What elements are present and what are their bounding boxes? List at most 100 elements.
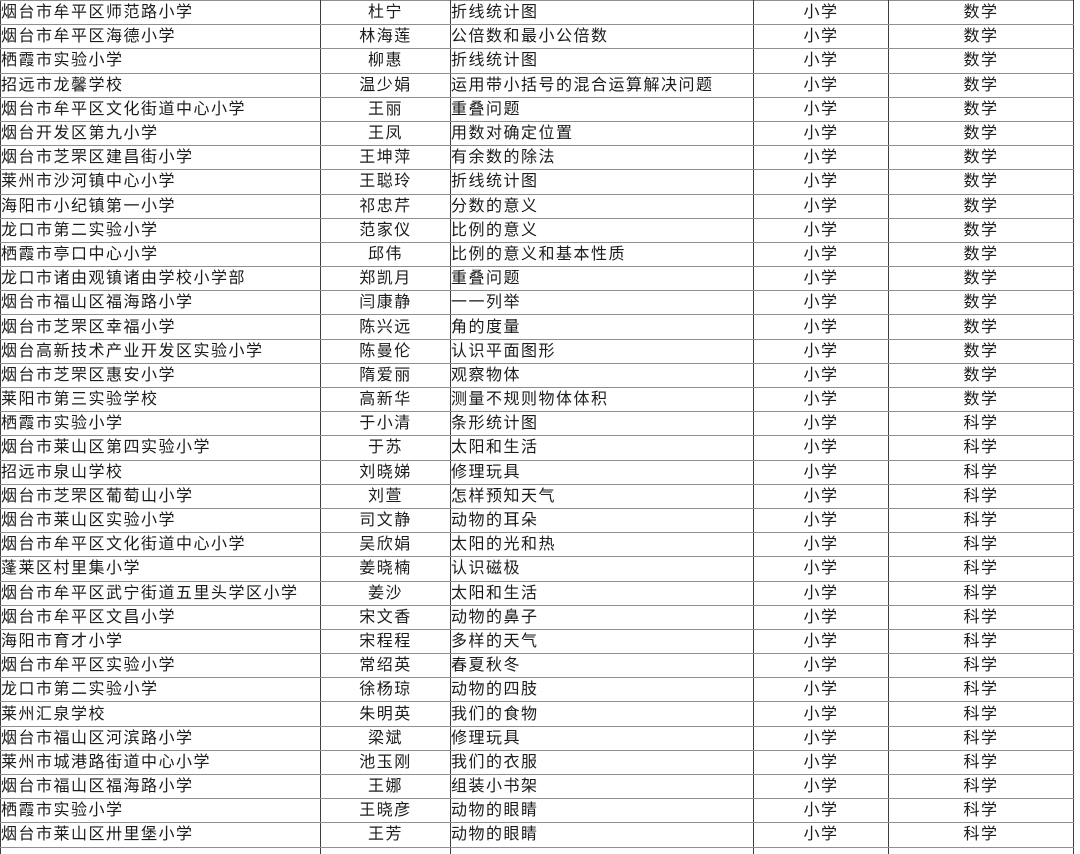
cell-school-name: 烟台市芝罘区惠安小学 [0,363,321,389]
cell-school-level: 小学 [753,581,889,606]
cell-teacher-name: 徐杨琼 [320,677,451,703]
cell-lesson-topic: 动物的眼睛 [450,822,754,848]
cell-lesson-topic: 春夏秋冬 [450,653,754,679]
cell-subject [888,847,1074,854]
table-row: 招远市泉山学校 刘晓娣 修理玩具 小学 科学 [0,460,1074,485]
cell-lesson-topic: 修理玩具 [450,726,754,751]
cell-teacher-name: 常绍英 [320,653,451,679]
cell-subject: 科学 [888,750,1074,776]
cell-subject: 科学 [888,460,1074,485]
cell-teacher-name: 司文静 [320,508,451,534]
cell-subject: 数学 [888,194,1074,219]
cell-lesson-topic: 太阳的光和热 [450,532,754,558]
table-row: 烟台市莱山区卅里堡小学 王芳 动物的眼睛 小学 科学 [0,822,1074,848]
cell-subject: 科学 [888,629,1074,655]
table-row-partial [0,847,1074,854]
cell-subject: 数学 [888,218,1074,243]
table-row: 烟台市福山区福海路小学 闫康静 一一列举 小学 数学 [0,290,1074,316]
cell-teacher-name: 于苏 [320,435,451,461]
cell-teacher-name: 杜宁 [320,0,451,26]
cell-school-level: 小学 [753,629,889,655]
cell-teacher-name: 陈曼伦 [320,339,451,364]
cell-school-level: 小学 [753,73,889,98]
cell-school-name: 烟台市芝罘区幸福小学 [0,314,321,340]
cell-school-level: 小学 [753,145,889,171]
cell-school-name: 烟台市牟平区文化街道中心小学 [0,532,321,558]
cell-school-level: 小学 [753,411,889,437]
cell-school-level: 小学 [753,121,889,147]
cell-subject: 数学 [888,242,1074,268]
cell-teacher-name: 邱伟 [320,242,451,268]
cell-school-name: 莱州市城港路街道中心小学 [0,750,321,776]
table-row: 烟台市芝罘区惠安小学 隋爱丽 观察物体 小学 数学 [0,363,1074,389]
cell-lesson-topic: 我们的衣服 [450,750,754,776]
cell-lesson-topic: 认识磁极 [450,556,754,582]
cell-lesson-topic: 我们的食物 [450,701,754,727]
cell-school-name: 烟台市芝罘区建昌街小学 [0,145,321,171]
cell-lesson-topic [450,847,754,854]
cell-school-name: 烟台市芝罘区葡萄山小学 [0,484,321,509]
cell-school-name: 烟台市牟平区文昌小学 [0,605,321,630]
cell-subject: 科学 [888,508,1074,534]
cell-teacher-name: 王丽 [320,97,451,122]
cell-school-level: 小学 [753,363,889,389]
cell-school-level: 小学 [753,194,889,219]
cell-subject: 科学 [888,411,1074,437]
cell-school-name: 烟台市福山区福海路小学 [0,774,321,800]
table-row: 烟台市牟平区海德小学 林海莲 公倍数和最小公倍数 小学 数学 [0,24,1074,50]
table-row: 烟台市福山区福海路小学 王娜 组装小书架 小学 科学 [0,774,1074,800]
cell-teacher-name: 刘萱 [320,484,451,509]
cell-teacher-name: 柳惠 [320,48,451,74]
table-row: 烟台市牟平区师范路小学 杜宁 折线统计图 小学 数学 [0,0,1074,26]
cell-school-name [0,847,321,854]
cell-lesson-topic: 条形统计图 [450,411,754,437]
cell-school-name: 烟台市福山区福海路小学 [0,290,321,316]
cell-school-level: 小学 [753,653,889,679]
cell-subject: 数学 [888,387,1074,413]
cell-school-level: 小学 [753,24,889,50]
cell-school-level: 小学 [753,750,889,776]
cell-school-name: 烟台开发区第九小学 [0,121,321,147]
cell-school-name: 龙口市第二实验小学 [0,218,321,243]
cell-teacher-name: 林海莲 [320,24,451,50]
table-row: 莱州市沙河镇中心小学 王聪玲 折线统计图 小学 数学 [0,169,1074,195]
cell-school-name: 烟台市莱山区实验小学 [0,508,321,534]
cell-teacher-name: 陈兴远 [320,314,451,340]
cell-lesson-topic: 太阳和生活 [450,435,754,461]
cell-subject: 科学 [888,726,1074,751]
cell-lesson-topic: 认识平面图形 [450,339,754,364]
cell-subject: 科学 [888,822,1074,848]
table-row: 栖霞市实验小学 于小清 条形统计图 小学 科学 [0,411,1074,437]
cell-school-name: 莱阳市第三实验学校 [0,387,321,413]
cell-teacher-name: 高新华 [320,387,451,413]
cell-subject: 数学 [888,97,1074,122]
cell-subject: 科学 [888,798,1074,824]
cell-subject: 科学 [888,701,1074,727]
cell-lesson-topic: 重叠问题 [450,266,754,292]
cell-school-level: 小学 [753,605,889,630]
cell-school-name: 烟台市牟平区实验小学 [0,653,321,679]
cell-teacher-name: 温少娟 [320,73,451,98]
cell-school-name: 栖霞市实验小学 [0,48,321,74]
cell-school-level: 小学 [753,435,889,461]
cell-lesson-topic: 动物的鼻子 [450,605,754,630]
cell-school-level: 小学 [753,290,889,316]
cell-school-name: 龙口市诸由观镇诸由学校小学部 [0,266,321,292]
cell-lesson-topic: 比例的意义和基本性质 [450,242,754,268]
cell-subject: 数学 [888,169,1074,195]
cell-subject: 数学 [888,121,1074,147]
cell-subject: 科学 [888,556,1074,582]
table-row: 烟台市芝罘区幸福小学 陈兴远 角的度量 小学 数学 [0,314,1074,340]
cell-lesson-topic: 折线统计图 [450,0,754,26]
cell-school-name: 海阳市小纪镇第一小学 [0,194,321,219]
cell-subject: 数学 [888,24,1074,50]
cell-subject: 数学 [888,363,1074,389]
cell-school-name: 烟台市福山区河滨路小学 [0,726,321,751]
cell-school-name: 烟台市莱山区第四实验小学 [0,435,321,461]
cell-subject: 数学 [888,339,1074,364]
cell-school-name: 招远市泉山学校 [0,460,321,485]
cell-school-level: 小学 [753,0,889,26]
cell-lesson-topic: 观察物体 [450,363,754,389]
cell-teacher-name: 吴欣娟 [320,532,451,558]
